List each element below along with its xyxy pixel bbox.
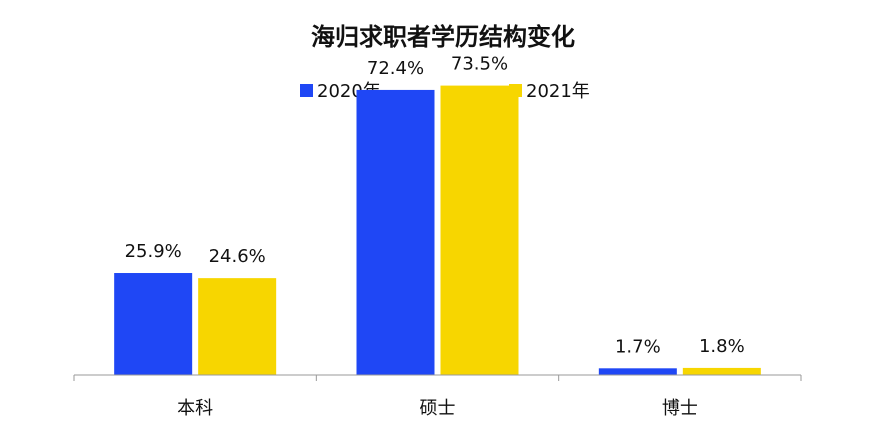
data-label: 24.6% bbox=[209, 246, 266, 267]
bar-series-2-2 bbox=[682, 367, 761, 375]
data-label: 1.8% bbox=[699, 336, 745, 357]
bar-series-1-2 bbox=[598, 368, 677, 375]
category-label: 硕士 bbox=[420, 398, 456, 419]
category-label: 博士 bbox=[662, 398, 698, 419]
bar-labels-group: 25.9% 24.6% 72.4% 73.5% 1.7% 1.8% bbox=[125, 54, 745, 358]
category-labels-group: 本科 硕士 博士 bbox=[177, 398, 698, 419]
category-label: 本科 bbox=[177, 398, 213, 419]
bar-series-2-0 bbox=[198, 278, 277, 375]
bar-series-1-1 bbox=[356, 89, 435, 376]
bars-group bbox=[114, 85, 761, 376]
legend-swatch-2020 bbox=[300, 84, 313, 97]
bar-series-2-1 bbox=[440, 85, 519, 375]
bar-series-1-0 bbox=[114, 273, 193, 375]
chart-title: 海归求职者学历结构变化 bbox=[311, 23, 575, 51]
data-label: 1.7% bbox=[615, 336, 661, 357]
legend-label-2021: 2021年 bbox=[526, 81, 590, 102]
data-label: 72.4% bbox=[367, 58, 424, 79]
data-label: 25.9% bbox=[125, 241, 182, 262]
x-axis-ticks bbox=[73, 375, 802, 381]
data-label: 73.5% bbox=[451, 54, 508, 75]
